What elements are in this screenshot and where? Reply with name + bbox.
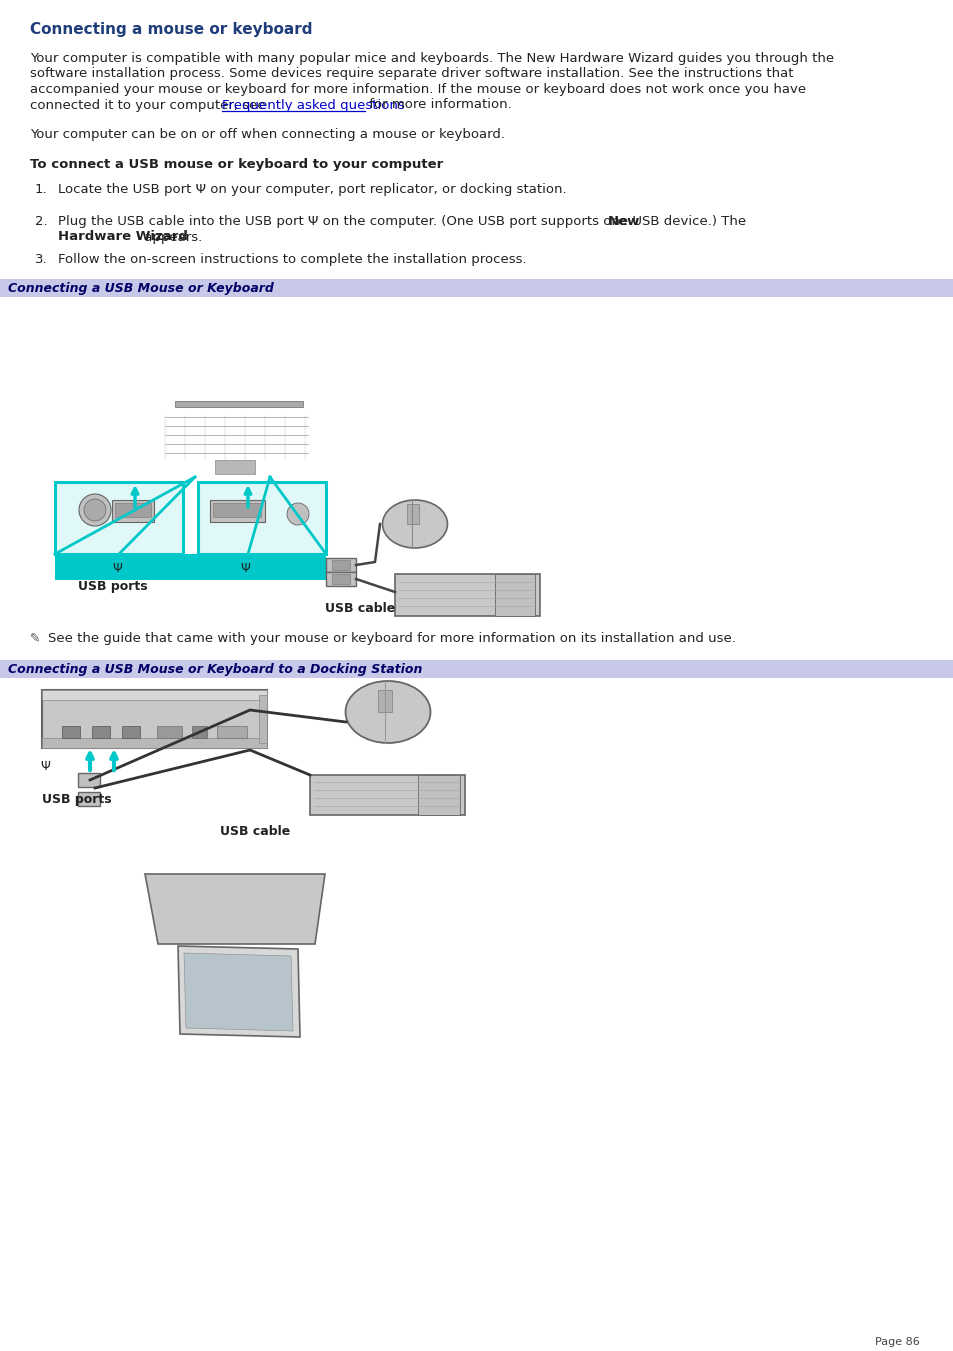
Bar bbox=[407, 504, 418, 524]
Text: USB ports: USB ports bbox=[78, 580, 148, 593]
Bar bbox=[0, 661, 953, 678]
Text: Your computer can be on or off when connecting a mouse or keyboard.: Your computer can be on or off when conn… bbox=[30, 128, 504, 141]
Text: ✎: ✎ bbox=[30, 632, 40, 644]
Bar bbox=[214, 459, 254, 474]
Bar bbox=[258, 694, 267, 743]
Text: USB ports: USB ports bbox=[42, 793, 112, 807]
Bar bbox=[55, 482, 183, 554]
Bar bbox=[192, 725, 207, 738]
Text: 3.: 3. bbox=[35, 253, 48, 266]
Text: Connecting a mouse or keyboard: Connecting a mouse or keyboard bbox=[30, 22, 313, 36]
Polygon shape bbox=[184, 952, 293, 1031]
Bar bbox=[417, 775, 459, 815]
Text: New: New bbox=[607, 215, 639, 228]
Bar bbox=[495, 574, 535, 616]
Polygon shape bbox=[178, 946, 299, 1038]
Text: Hardware Wizard: Hardware Wizard bbox=[58, 231, 188, 243]
Text: software installation process. Some devices require separate driver software ins: software installation process. Some devi… bbox=[30, 68, 793, 81]
Text: USB cable: USB cable bbox=[220, 825, 290, 838]
Text: Ψ: Ψ bbox=[40, 761, 50, 773]
Bar bbox=[198, 482, 326, 554]
Text: Locate the USB port Ψ on your computer, port replicator, or docking station.: Locate the USB port Ψ on your computer, … bbox=[58, 182, 566, 196]
Text: for more information.: for more information. bbox=[365, 99, 512, 112]
Bar bbox=[395, 574, 539, 616]
Bar bbox=[210, 500, 265, 521]
Bar bbox=[42, 738, 267, 748]
Bar bbox=[91, 725, 110, 738]
Bar bbox=[55, 554, 326, 580]
Bar bbox=[377, 690, 392, 712]
Text: Follow the on-screen instructions to complete the installation process.: Follow the on-screen instructions to com… bbox=[58, 253, 526, 266]
Bar bbox=[326, 558, 355, 571]
Text: accompanied your mouse or keyboard for more information. If the mouse or keyboar: accompanied your mouse or keyboard for m… bbox=[30, 82, 805, 96]
Polygon shape bbox=[145, 874, 325, 944]
Text: USB cable: USB cable bbox=[325, 603, 395, 615]
Text: To connect a USB mouse or keyboard to your computer: To connect a USB mouse or keyboard to yo… bbox=[30, 158, 443, 172]
Bar bbox=[310, 775, 464, 815]
Text: Plug the USB cable into the USB port Ψ on the computer. (One USB port supports o: Plug the USB cable into the USB port Ψ o… bbox=[58, 215, 750, 228]
Ellipse shape bbox=[287, 503, 309, 526]
Text: appears.: appears. bbox=[140, 231, 203, 243]
Bar bbox=[332, 574, 350, 584]
Ellipse shape bbox=[345, 681, 430, 743]
Text: Page 86: Page 86 bbox=[874, 1337, 919, 1347]
Bar bbox=[78, 773, 100, 788]
Bar bbox=[122, 725, 140, 738]
Ellipse shape bbox=[79, 494, 111, 526]
Bar bbox=[326, 571, 355, 586]
Bar bbox=[174, 401, 303, 407]
Text: Connecting a USB Mouse or Keyboard: Connecting a USB Mouse or Keyboard bbox=[8, 282, 274, 295]
Bar bbox=[216, 725, 247, 738]
Bar bbox=[157, 725, 182, 738]
Bar bbox=[115, 503, 151, 517]
Bar bbox=[42, 690, 267, 700]
Bar bbox=[0, 280, 953, 297]
Text: Your computer is compatible with many popular mice and keyboards. The New Hardwa: Your computer is compatible with many po… bbox=[30, 51, 833, 65]
Text: 1.: 1. bbox=[35, 182, 48, 196]
Ellipse shape bbox=[84, 499, 106, 521]
Text: See the guide that came with your mouse or keyboard for more information on its : See the guide that came with your mouse … bbox=[48, 632, 735, 644]
Bar bbox=[213, 503, 261, 517]
Text: Ψ: Ψ bbox=[240, 562, 250, 576]
Text: Connecting a USB Mouse or Keyboard to a Docking Station: Connecting a USB Mouse or Keyboard to a … bbox=[8, 663, 422, 676]
Text: Frequently asked questions: Frequently asked questions bbox=[222, 99, 405, 112]
Text: 2.: 2. bbox=[35, 215, 48, 228]
Text: connected it to your computer, see: connected it to your computer, see bbox=[30, 99, 270, 112]
Bar bbox=[62, 725, 80, 738]
Bar bbox=[78, 792, 100, 807]
Text: Ψ: Ψ bbox=[112, 562, 122, 576]
Bar bbox=[112, 500, 153, 521]
Bar bbox=[42, 690, 267, 748]
Ellipse shape bbox=[382, 500, 447, 549]
Bar bbox=[332, 561, 350, 570]
